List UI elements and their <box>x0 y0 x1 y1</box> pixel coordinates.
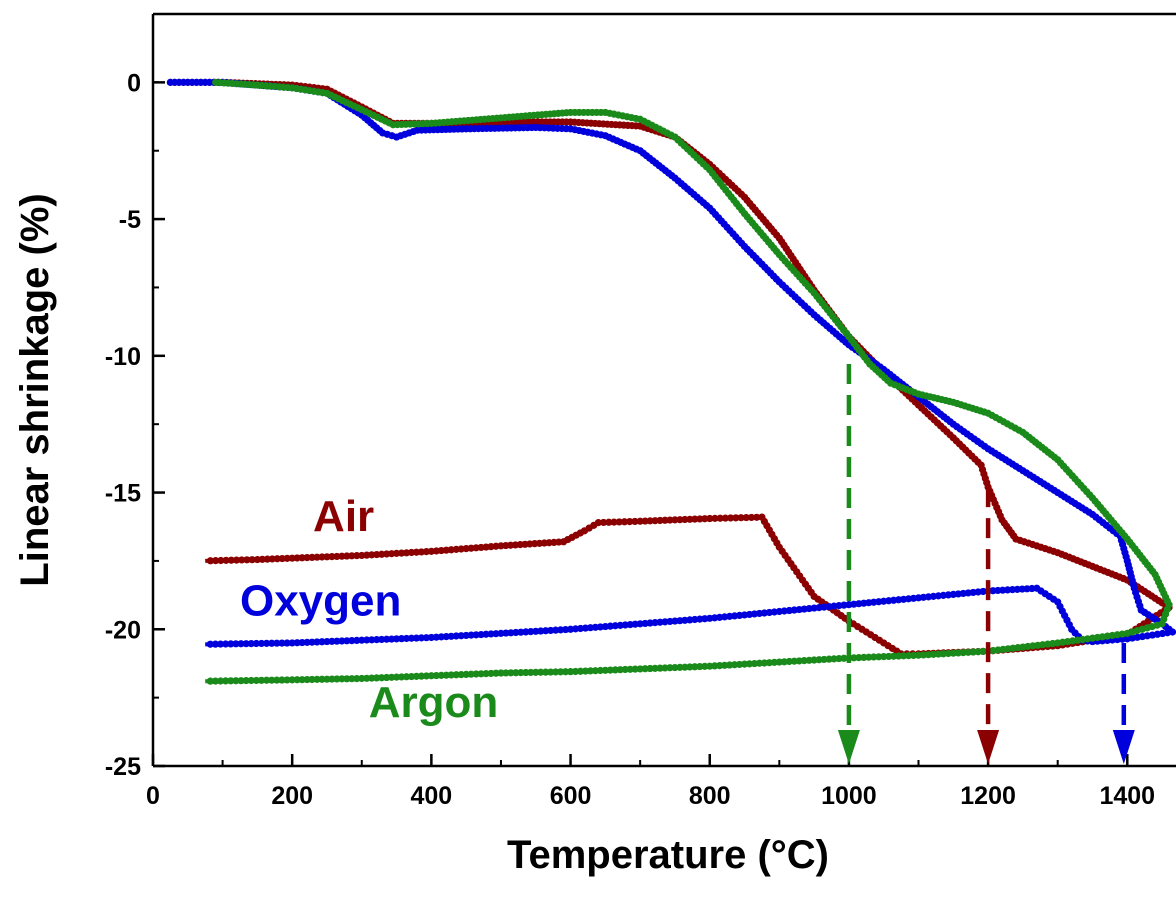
data-point <box>232 640 240 648</box>
data-point <box>273 639 281 647</box>
arrow-oxygen-head <box>1112 730 1135 764</box>
data-point <box>232 556 241 564</box>
x-tick-label: 1000 <box>821 782 877 810</box>
data-point <box>257 639 266 648</box>
arrow-argon-head <box>837 730 860 764</box>
data-point <box>278 676 286 684</box>
data-point <box>605 518 613 526</box>
y-tick-label: -10 <box>105 343 141 371</box>
data-point <box>211 677 220 685</box>
data-point <box>727 514 735 522</box>
x-tick-label: 1400 <box>1099 782 1155 810</box>
data-point <box>631 517 639 526</box>
data-point <box>242 640 250 648</box>
y-tick-label: -5 <box>119 206 141 234</box>
series-oxygen <box>166 78 1176 648</box>
arrow-air-head <box>977 730 1000 764</box>
data-point <box>222 677 230 685</box>
y-tick-label: 0 <box>127 69 141 97</box>
data-point <box>753 513 761 521</box>
x-tick-label: 1200 <box>960 782 1016 810</box>
data-point <box>257 676 266 684</box>
transition-arrows <box>837 364 1135 764</box>
heating-line <box>170 79 1175 634</box>
x-tick-label: 0 <box>146 782 160 810</box>
data-point <box>610 518 618 526</box>
data-point <box>216 640 225 648</box>
data-point <box>237 640 245 648</box>
data-point <box>248 556 256 564</box>
y-axis-title: Linear shrinkage (%) <box>13 193 57 586</box>
data-point <box>711 514 719 522</box>
data-point <box>222 556 230 564</box>
data-point <box>212 557 220 565</box>
series-marks <box>166 78 1176 685</box>
data-point <box>742 513 750 522</box>
y-tick-label: -20 <box>105 616 141 644</box>
data-point <box>737 514 745 522</box>
data-point <box>206 640 214 648</box>
x-tick-label: 600 <box>550 782 592 810</box>
data-point <box>615 518 623 526</box>
data-point <box>252 676 260 685</box>
y-tick-label: -25 <box>105 753 141 781</box>
data-point <box>283 676 291 684</box>
data-point <box>636 517 644 525</box>
data-point <box>278 639 286 647</box>
data-point <box>217 556 225 565</box>
data-point <box>242 676 250 685</box>
data-point <box>716 514 724 522</box>
plot-axes: 0-5-10-15-20-250 200 400 600 800 1000 1200 1400 <box>105 12 1176 810</box>
data-point <box>268 676 276 684</box>
data-point <box>247 639 255 648</box>
x-axis-title: Temperature (°C) <box>507 833 829 877</box>
data-point <box>600 518 608 527</box>
data-point <box>227 556 235 564</box>
data-point <box>227 677 235 685</box>
data-point <box>206 557 215 565</box>
data-point <box>273 676 281 684</box>
series-label-air: Air <box>313 492 374 541</box>
data-point <box>747 513 756 522</box>
data-point <box>732 514 740 522</box>
data-point <box>283 639 291 647</box>
data-point <box>288 639 296 647</box>
data-point <box>247 676 255 685</box>
data-point <box>626 518 634 526</box>
data-point <box>620 518 629 526</box>
data-point <box>232 677 240 685</box>
series-air <box>166 78 1173 658</box>
data-point <box>721 514 729 522</box>
data-point <box>211 640 220 648</box>
data-point <box>238 556 246 564</box>
data-point <box>243 556 251 564</box>
x-tick-label: 800 <box>689 782 731 810</box>
data-point <box>252 639 260 648</box>
data-point <box>262 676 271 684</box>
y-tick-label: -15 <box>105 480 141 508</box>
data-point <box>237 677 245 685</box>
x-tick-label: 400 <box>411 782 453 810</box>
data-point <box>262 639 271 647</box>
data-point <box>253 555 261 564</box>
data-point <box>227 640 235 648</box>
series-label-argon: Argon <box>369 678 499 727</box>
data-point <box>288 676 296 684</box>
data-point <box>758 513 766 521</box>
data-point <box>206 677 214 685</box>
series-label-oxygen: Oxygen <box>240 577 401 626</box>
data-point <box>268 639 276 647</box>
data-point <box>222 640 230 648</box>
series-labels: Air Oxygen Argon <box>240 492 498 727</box>
series-argon <box>205 78 1173 685</box>
x-tick-label: 200 <box>271 782 313 810</box>
data-point <box>216 677 225 685</box>
